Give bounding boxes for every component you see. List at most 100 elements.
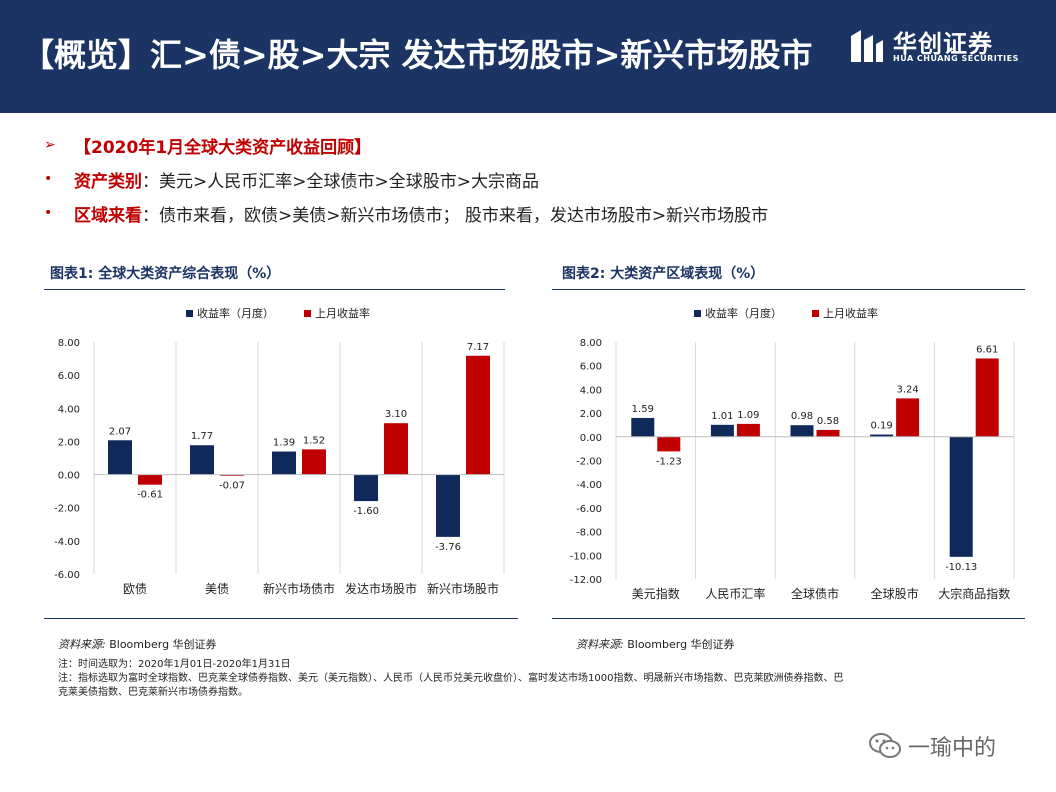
y-tick-label: 4.00	[580, 385, 602, 396]
header-bar: 【概览】汇>债>股>大宗 发达市场股市>新兴市场股市 华创证券 HUA CHUA…	[0, 0, 1056, 113]
legend-label: 收益率（月度）	[705, 306, 782, 320]
bar	[108, 440, 132, 475]
data-label: -0.07	[219, 481, 245, 492]
chart1-title: 图表1: 全球大类资产综合表现（%）	[50, 266, 281, 282]
x-tick-label: 人民币汇率	[705, 586, 765, 601]
chart1-top-rule	[44, 289, 505, 290]
y-tick-label: 4.00	[58, 404, 80, 415]
source-text: Bloomberg 华创证券	[109, 638, 217, 651]
bar	[975, 358, 999, 437]
y-tick-label: -6.00	[576, 504, 602, 515]
arrow-bullet-icon: ➢	[44, 137, 56, 153]
bar	[466, 355, 490, 475]
x-tick-label: 美元指数	[632, 586, 680, 601]
bar	[870, 434, 894, 437]
x-tick-label: 欧债	[123, 582, 147, 596]
legend-label: 上月收益率	[823, 306, 878, 320]
source-text: Bloomberg 华创证券	[627, 638, 735, 651]
bar	[302, 449, 326, 475]
y-tick-label: -4.00	[576, 480, 602, 491]
bar	[272, 451, 296, 475]
chart2-title: 图表2: 大类资产区域表现（%）	[562, 266, 765, 282]
summary-bullets: ➢ 【2020年1月全球大类资产收益回顾】 • 资产类别 ：美元>人民币汇率>全…	[44, 128, 768, 230]
note-line: 注：时间选取为：2020年1月01日-2020年1月31日	[58, 659, 291, 670]
source-label: 资料来源:	[58, 638, 106, 651]
chart1-plot: 收益率（月度） 上月收益率 8.00 6.00 4.00 2.00 0.00 -2.00 -4.…	[54, 306, 505, 596]
bullet-region: • 区域来看 ：债市来看，欧债>美债>新兴市场债市； 股市来看，发达市场股市>新…	[44, 196, 768, 230]
data-label: -10.13	[945, 562, 977, 573]
data-label: -0.61	[137, 490, 163, 501]
y-tick-label: -12.00	[570, 575, 602, 586]
bullet-text: ：债市来看，欧债>美债>新兴市场债市； 股市来看，发达市场股市>新兴市场股市	[142, 205, 769, 226]
x-tick-label: 全球债市	[791, 586, 839, 601]
data-label: 1.52	[303, 435, 325, 446]
x-tick-label: 新兴市场债市	[263, 581, 335, 596]
data-label: 6.61	[976, 344, 998, 355]
legend-swatch	[812, 310, 819, 317]
legend-label: 上月收益率	[315, 306, 370, 320]
note-line: 注：指标选取为富时全球指数、巴克莱全球债券指数、美元（美元指数）、人民币（人民币…	[58, 673, 844, 684]
y-tick-label: -10.00	[570, 551, 602, 562]
bar	[436, 474, 460, 537]
bar	[354, 474, 378, 502]
legend-swatch	[694, 310, 701, 317]
wechat-watermark: 一瑜中的	[868, 730, 996, 762]
bullet-label: 区域来看	[74, 205, 142, 226]
bar	[949, 436, 973, 557]
watermark-text: 一瑜中的	[908, 736, 997, 761]
y-tick-label: 2.00	[580, 409, 602, 420]
logo-mark-icon	[851, 30, 883, 62]
data-label: 1.01	[711, 411, 733, 422]
legend-swatch	[304, 310, 311, 317]
y-tick-label: 6.00	[580, 362, 602, 373]
chart2-bottom-rule	[552, 618, 1025, 619]
legend-label: 收益率（月度）	[197, 306, 274, 320]
data-label: -3.76	[435, 542, 461, 553]
bar	[190, 445, 214, 475]
x-tick-label: 发达市场股市	[345, 581, 417, 596]
data-label: 1.09	[737, 410, 759, 421]
chart2-source: 资料来源: Bloomberg 华创证券	[576, 636, 735, 652]
bar	[631, 417, 655, 437]
x-tick-label: 新兴市场股市	[427, 581, 499, 596]
source-label: 资料来源:	[576, 638, 624, 651]
x-tick-label: 全球股市	[871, 586, 919, 601]
company-logo: 华创证券 HUA CHUANG SECURITIES	[845, 22, 1018, 72]
bullet-asset-class: • 资产类别 ：美元>人民币汇率>全球债市>全球股市>大宗商品	[44, 162, 768, 196]
data-label: -1.60	[353, 506, 379, 517]
y-tick-label: -4.00	[54, 537, 80, 548]
bar	[816, 429, 840, 437]
bullet-label: 资产类别	[74, 171, 142, 192]
logo-subtitle: HUA CHUANG SECURITIES	[893, 54, 1019, 63]
data-label: 0.58	[817, 416, 839, 427]
bar	[220, 474, 244, 476]
y-tick-label: 2.00	[58, 437, 80, 448]
chart2-plot: 收益率（月度） 上月收益率 8.00 6.00 4.00 2.00 0.00 -2.00 -4.…	[570, 306, 1015, 601]
y-tick-label: -6.00	[54, 570, 80, 581]
footnotes: 注：时间选取为：2020年1月01日-2020年1月31日 注：指标选取为富时全…	[58, 658, 1018, 700]
bar	[896, 398, 920, 437]
dot-bullet-icon: •	[44, 205, 53, 221]
data-label: 1.39	[273, 438, 295, 449]
note-line: 克莱美债指数、巴克莱新兴市场债券指数。	[58, 687, 248, 698]
y-tick-label: 6.00	[58, 371, 80, 382]
bar	[384, 423, 408, 475]
data-label: 3.24	[896, 384, 918, 395]
data-label: 3.10	[385, 409, 407, 420]
x-tick-label: 大宗商品指数	[938, 586, 1010, 601]
y-tick-label: -2.00	[576, 457, 602, 468]
bullet-text: ：美元>人民币汇率>全球债市>全球股市>大宗商品	[142, 171, 539, 192]
data-label: 2.07	[109, 426, 131, 437]
page-title: 【概览】汇>债>股>大宗 发达市场股市>新兴市场股市	[22, 36, 813, 74]
chart2-top-rule	[552, 289, 1025, 290]
bar	[710, 424, 734, 437]
data-label: 1.59	[632, 404, 654, 415]
y-tick-label: 8.00	[580, 338, 602, 349]
y-tick-label: 0.00	[580, 433, 602, 444]
bar	[790, 425, 814, 437]
dot-bullet-icon: •	[44, 171, 53, 187]
data-label: 0.19	[870, 421, 892, 432]
bar	[736, 423, 760, 437]
legend-swatch	[186, 310, 193, 317]
data-label: 1.77	[191, 431, 213, 442]
